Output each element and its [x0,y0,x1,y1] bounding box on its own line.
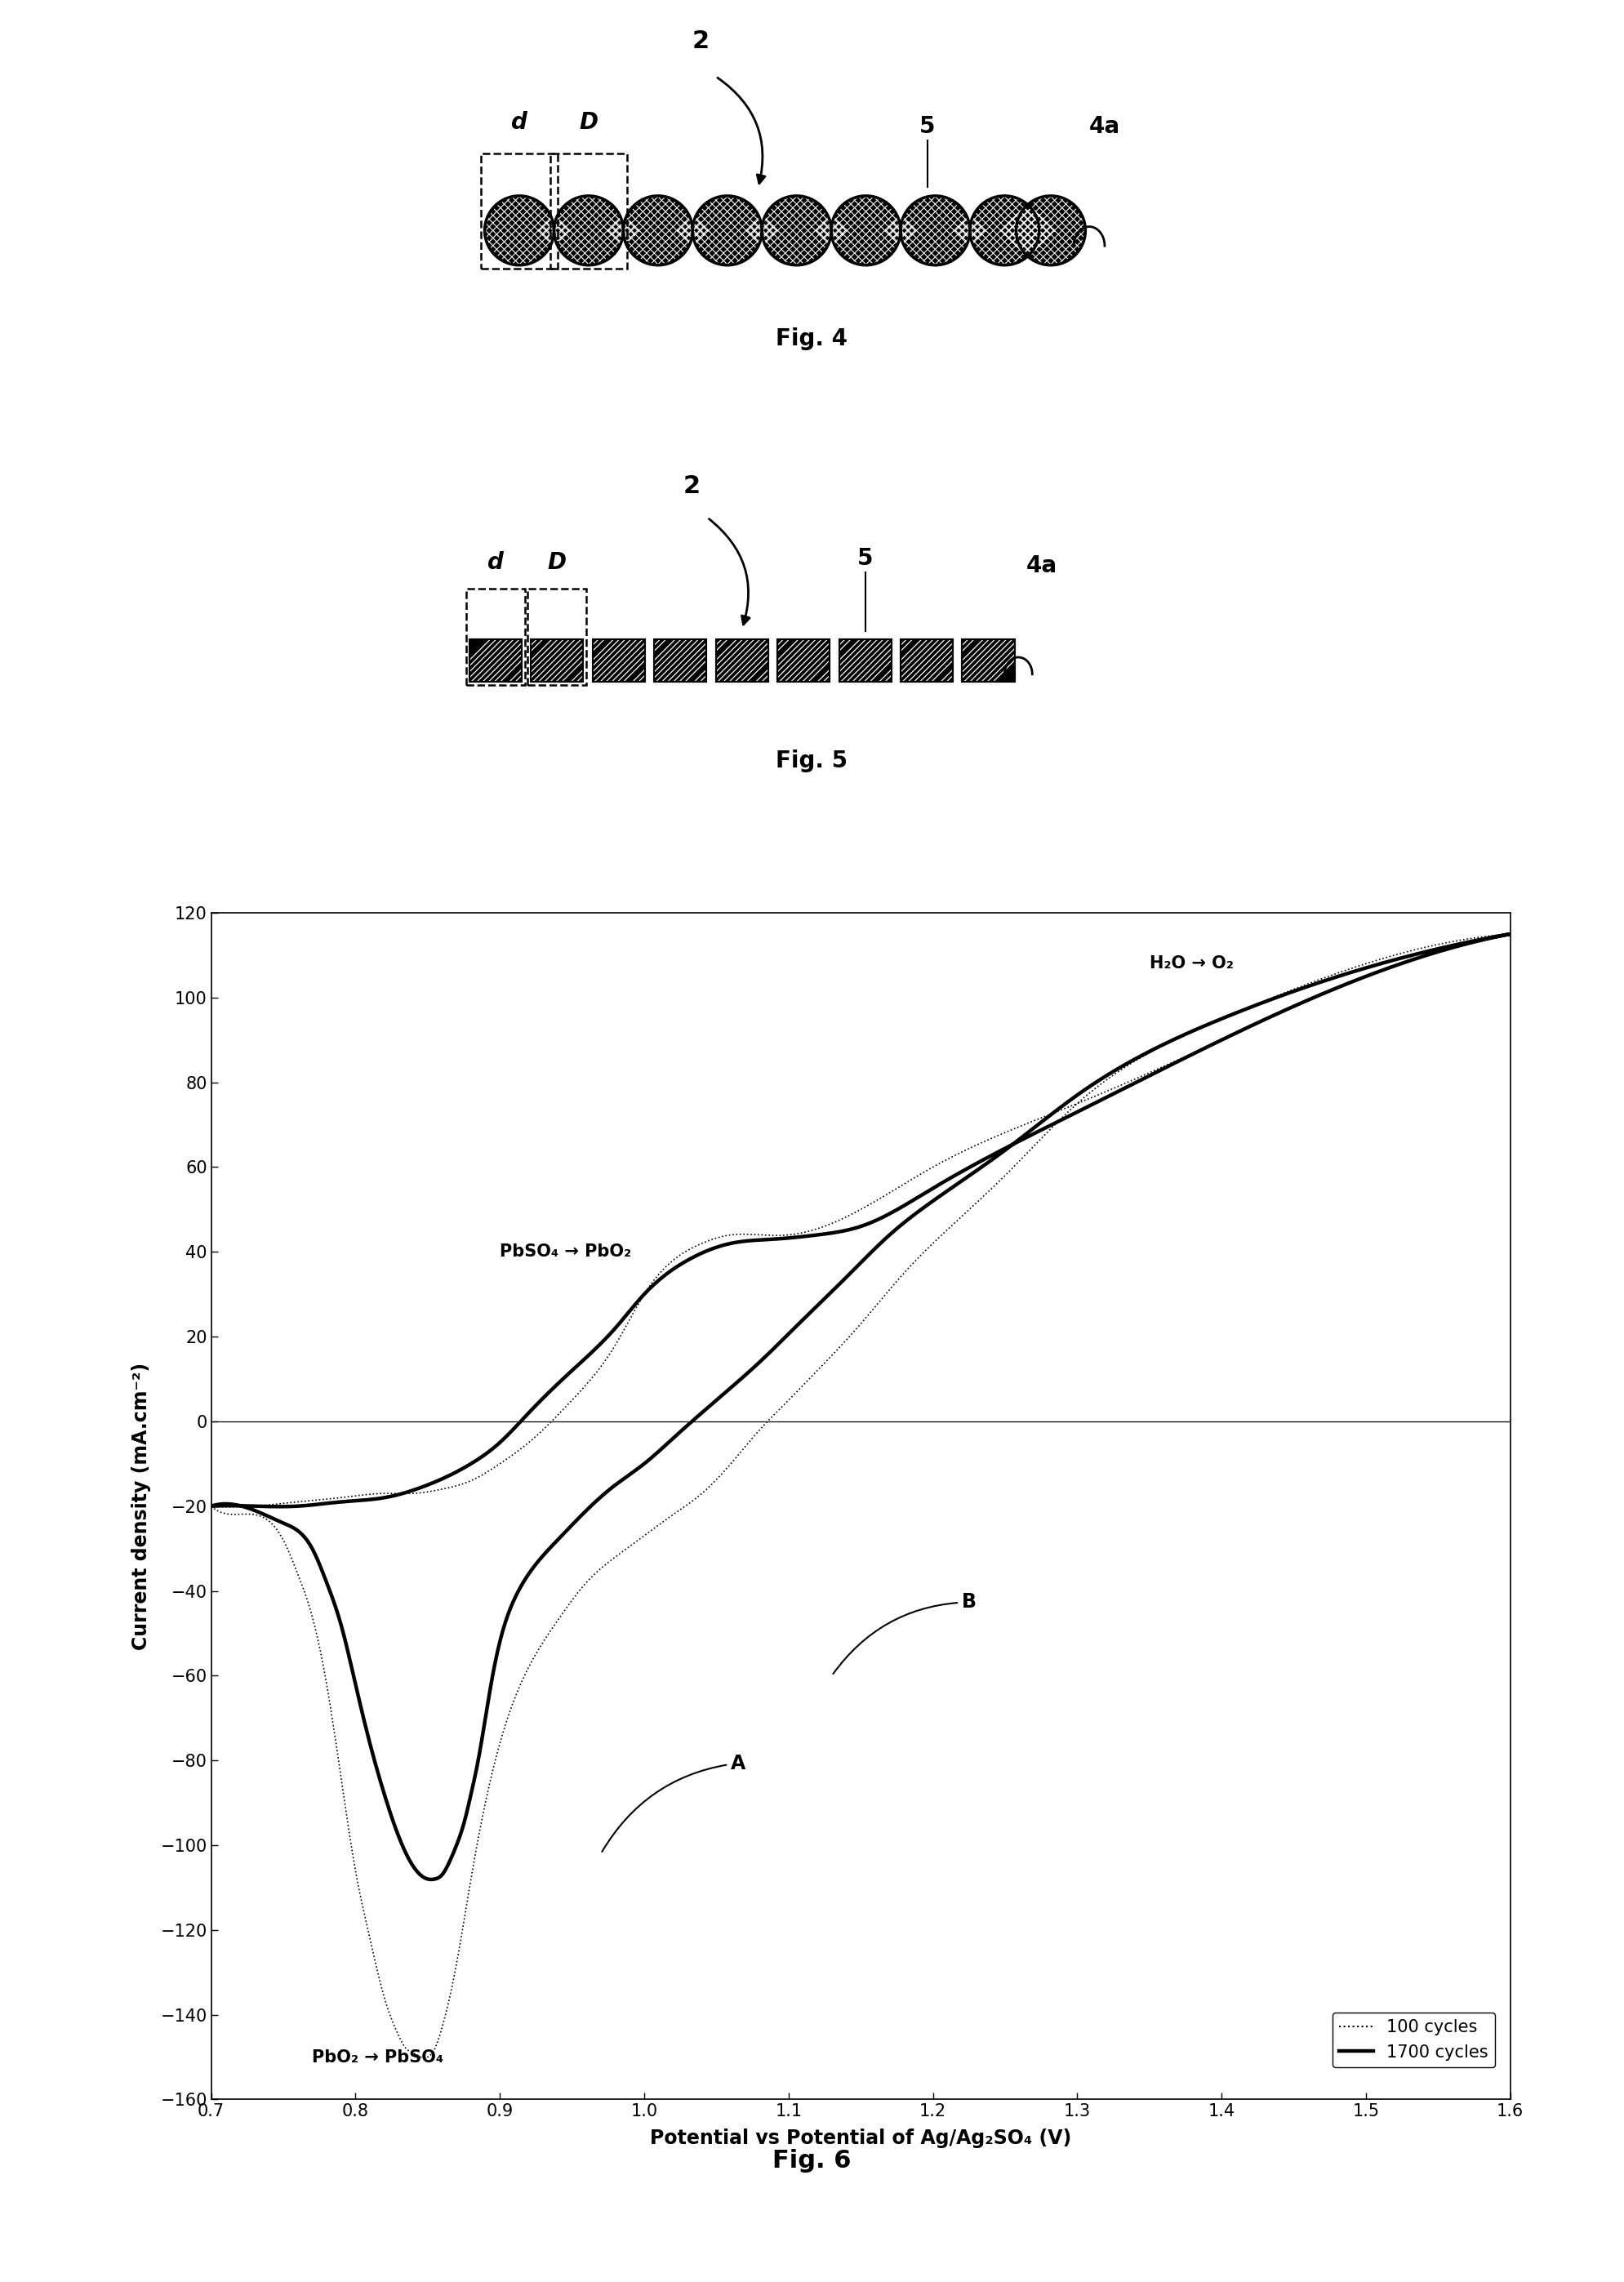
Circle shape [1017,196,1085,265]
Bar [901,639,953,682]
Bar [654,639,706,682]
Bar [593,639,645,682]
Text: 2: 2 [692,30,710,52]
1700 cycles [1254,1006,1273,1034]
100 cycles [414,2045,434,2072]
100 cycles [1346,965,1366,993]
Text: A: A [603,1753,745,1851]
1700 cycles [771,1328,791,1356]
Line: 100 cycles: 100 cycles [211,933,1510,2058]
Bar [466,589,525,685]
100 cycles [201,1492,221,1520]
Bar [840,639,892,682]
Circle shape [762,196,831,265]
Text: Fig. 5: Fig. 5 [776,748,848,771]
Text: 5: 5 [919,114,935,137]
1700 cycles [421,1867,440,1894]
Circle shape [624,196,692,265]
Bar [531,639,583,682]
Text: d: d [512,112,528,135]
1700 cycles [468,1447,487,1474]
Y-axis label: Current density (mA.cm⁻²): Current density (mA.cm⁻²) [132,1362,151,1650]
Text: D: D [547,550,567,573]
Bar [551,153,627,269]
Text: 4a: 4a [1090,114,1121,137]
Text: 5: 5 [857,548,874,570]
Bar [593,639,645,682]
100 cycles [468,1465,487,1492]
100 cycles [771,1394,791,1422]
Bar [531,639,583,682]
Circle shape [692,196,762,265]
Text: PbSO₄ → PbO₂: PbSO₄ → PbO₂ [500,1244,632,1260]
Bar [778,639,830,682]
Bar [481,153,557,269]
Bar [654,639,706,682]
1700 cycles [201,1492,221,1520]
Text: 2: 2 [684,475,700,497]
Legend: 100 cycles, 1700 cycles: 100 cycles, 1700 cycles [1332,2013,1496,2067]
Circle shape [554,196,624,265]
100 cycles [201,1492,221,1520]
Bar [469,639,521,682]
Bar [901,639,953,682]
Circle shape [831,196,901,265]
Text: H₂O → O₂: H₂O → O₂ [1150,956,1233,972]
Bar [778,639,830,682]
Text: 4a: 4a [1026,555,1057,577]
100 cycles [1501,920,1520,947]
X-axis label: Potential vs Potential of Ag/Ag₂SO₄ (V): Potential vs Potential of Ag/Ag₂SO₄ (V) [650,2129,1072,2147]
Circle shape [484,196,554,265]
1700 cycles [1501,920,1520,947]
Bar [961,639,1015,682]
Bar [469,639,521,682]
1700 cycles [1013,1123,1033,1150]
Bar [840,639,892,682]
Bar [716,639,768,682]
Text: Fig. 4: Fig. 4 [776,326,848,349]
Circle shape [970,196,1039,265]
1700 cycles [724,1371,744,1399]
Text: B: B [833,1593,976,1673]
Text: D: D [580,112,598,135]
100 cycles [1254,1006,1273,1034]
1700 cycles [201,1492,221,1520]
Text: d: d [487,550,503,573]
Line: 1700 cycles: 1700 cycles [211,933,1510,1880]
Text: Fig. 6: Fig. 6 [773,2150,851,2172]
Circle shape [901,196,970,265]
Bar [528,589,586,685]
Bar [716,639,768,682]
Text: PbO₂ → PbSO₄: PbO₂ → PbSO₄ [312,2049,443,2065]
Bar [961,639,1015,682]
100 cycles [724,1447,744,1474]
100 cycles [1013,1143,1033,1171]
1700 cycles [1346,965,1366,993]
